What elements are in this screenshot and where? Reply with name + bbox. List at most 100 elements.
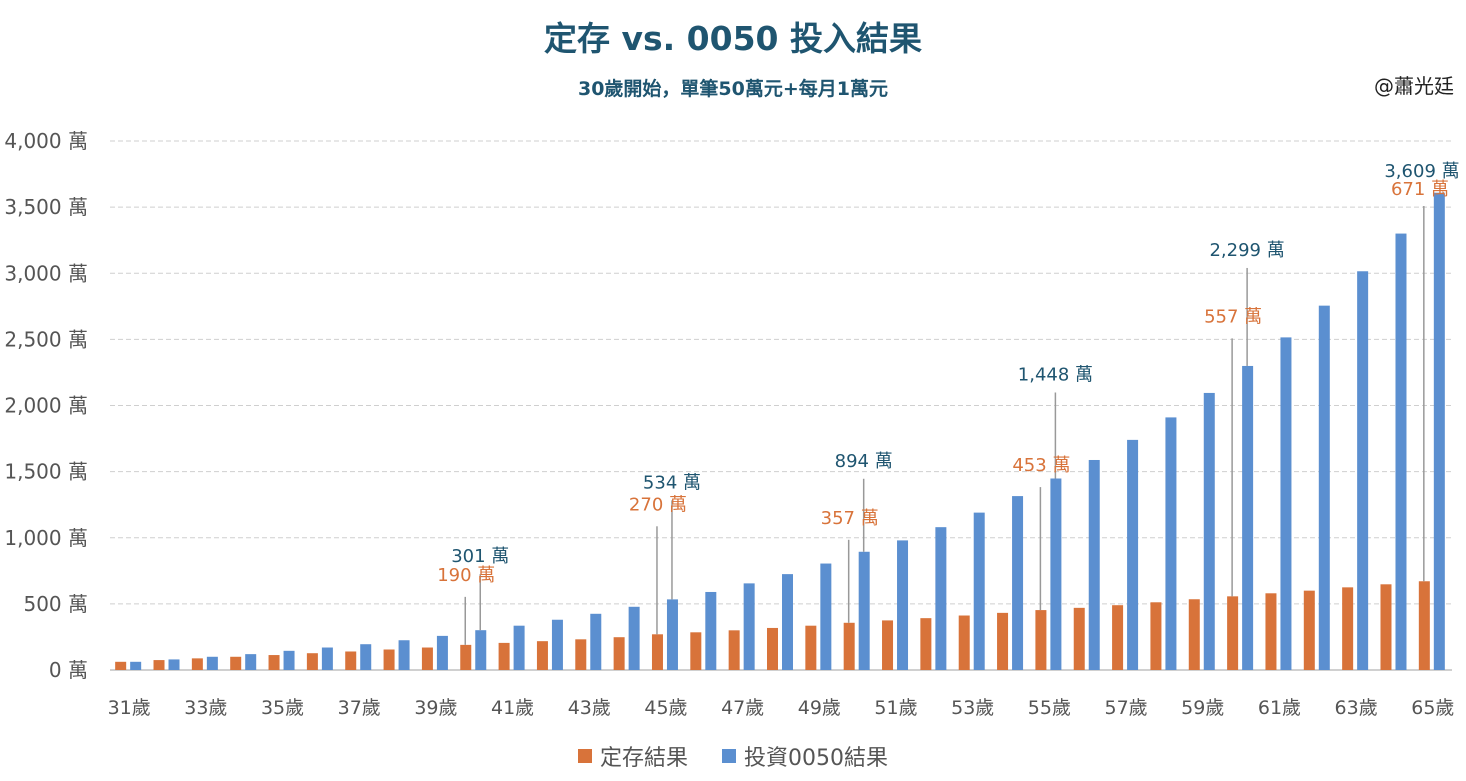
- legend: 定存結果 投資0050結果: [0, 740, 1466, 772]
- author-watermark: @蕭光廷: [1374, 74, 1454, 98]
- bar-deposit: [1265, 593, 1277, 670]
- bar-0050: [1165, 417, 1177, 670]
- bar-0050: [551, 619, 563, 670]
- data-label-0050: 2,299 萬: [1209, 240, 1284, 261]
- bar-0050: [1242, 365, 1254, 670]
- data-label-0050: 3,609 萬: [1384, 161, 1459, 182]
- bar-0050: [1127, 439, 1139, 670]
- bar-0050: [1395, 233, 1407, 670]
- x-tick-label: 51歲: [874, 697, 917, 719]
- bar-deposit: [498, 642, 510, 670]
- bar-0050: [398, 640, 410, 670]
- x-tick-label: 53歲: [951, 697, 994, 719]
- x-tick-label: 33歲: [184, 697, 227, 719]
- x-tick-label: 63歲: [1335, 697, 1378, 719]
- bar-deposit: [1112, 605, 1124, 670]
- bar-0050: [628, 606, 640, 670]
- x-tick-label: 35歲: [261, 697, 304, 719]
- x-tick-label: 55歲: [1028, 697, 1071, 719]
- bar-0050: [1433, 192, 1445, 670]
- y-tick-label: 3,000 萬: [4, 261, 88, 285]
- legend-item-deposit: 定存結果: [577, 740, 688, 772]
- bar-0050: [283, 650, 295, 670]
- bar-0050: [897, 540, 909, 670]
- bar-deposit: [1342, 587, 1354, 670]
- bar-0050: [935, 527, 947, 670]
- bar-deposit: [767, 627, 778, 670]
- bar-deposit: [690, 632, 702, 670]
- y-tick-label: 0 萬: [49, 658, 88, 682]
- data-label-0050: 301 萬: [451, 546, 509, 567]
- chart-subtitle: 30歲開始，單筆50萬元+每月1萬元: [577, 78, 889, 100]
- bar-0050: [360, 644, 372, 670]
- bar-deposit: [191, 658, 203, 670]
- bar-deposit: [882, 620, 894, 670]
- y-tick-label: 3,500 萬: [4, 195, 88, 219]
- bar-deposit: [805, 625, 817, 670]
- bar-0050: [1012, 496, 1024, 670]
- y-tick-label: 500 萬: [23, 592, 88, 616]
- bar-deposit: [1380, 584, 1392, 670]
- y-tick-label: 4,000 萬: [4, 129, 88, 153]
- bar-0050: [130, 661, 142, 670]
- x-tick-label: 31歲: [108, 697, 151, 719]
- bar-0050: [705, 591, 717, 670]
- bar-0050: [590, 613, 602, 670]
- bar-0050: [475, 630, 487, 670]
- bar-deposit: [268, 655, 280, 670]
- bar-deposit: [1035, 610, 1047, 670]
- bar-0050: [666, 599, 678, 670]
- data-label-0050: 534 萬: [643, 472, 701, 493]
- bar-0050: [1050, 478, 1062, 670]
- bar-0050: [436, 635, 448, 670]
- data-label-deposit: 453 萬: [1012, 455, 1070, 476]
- bar-deposit: [575, 639, 587, 670]
- bar-deposit: [536, 641, 548, 670]
- bar-0050: [206, 656, 218, 670]
- x-tick-label: 39歲: [414, 697, 457, 719]
- legend-swatch-0050: [722, 749, 736, 763]
- bar-deposit: [1303, 590, 1315, 670]
- x-tick-label: 57歲: [1104, 697, 1147, 719]
- bar-0050: [1357, 271, 1369, 670]
- bar-0050: [782, 574, 793, 670]
- bar-deposit: [1073, 607, 1085, 670]
- bar-deposit: [728, 630, 740, 670]
- bar-deposit: [460, 644, 472, 670]
- bar-deposit: [306, 653, 318, 670]
- x-tick-label: 65歲: [1411, 697, 1454, 719]
- bar-0050: [820, 563, 832, 670]
- bar-0050: [858, 551, 870, 670]
- x-tick-label: 47歲: [721, 697, 764, 719]
- data-label-deposit: 671 萬: [1391, 179, 1449, 200]
- y-tick-label: 1,000 萬: [4, 526, 88, 550]
- x-tick-label: 43歲: [568, 697, 611, 719]
- bar-0050: [168, 659, 180, 670]
- data-label-deposit: 557 萬: [1204, 306, 1262, 327]
- chart-title: 定存 vs. 0050 投入結果: [543, 19, 922, 58]
- bar-0050: [1318, 305, 1330, 670]
- bar-deposit: [383, 649, 395, 670]
- bar-0050: [1088, 459, 1100, 670]
- bar-0050: [513, 625, 525, 670]
- bar-0050: [321, 647, 333, 670]
- legend-item-0050: 投資0050結果: [722, 740, 888, 772]
- x-tick-label: 61歲: [1258, 697, 1301, 719]
- bar-deposit: [115, 661, 127, 670]
- x-tick-label: 37歲: [338, 697, 381, 719]
- bar-deposit: [230, 656, 242, 670]
- bar-deposit: [153, 660, 165, 670]
- bar-0050: [973, 512, 985, 670]
- y-tick-label: 1,500 萬: [4, 460, 88, 484]
- bar-deposit: [1227, 596, 1239, 670]
- bar-deposit: [1418, 581, 1430, 670]
- bar-0050: [1203, 392, 1215, 670]
- legend-swatch-deposit: [577, 749, 592, 763]
- bar-deposit: [345, 651, 357, 670]
- bar-0050: [1280, 337, 1292, 670]
- x-tick-label: 49歲: [798, 697, 841, 719]
- bar-deposit: [920, 618, 932, 670]
- legend-label-0050: 投資0050結果: [744, 746, 888, 771]
- data-label-0050: 1,448 萬: [1018, 365, 1093, 386]
